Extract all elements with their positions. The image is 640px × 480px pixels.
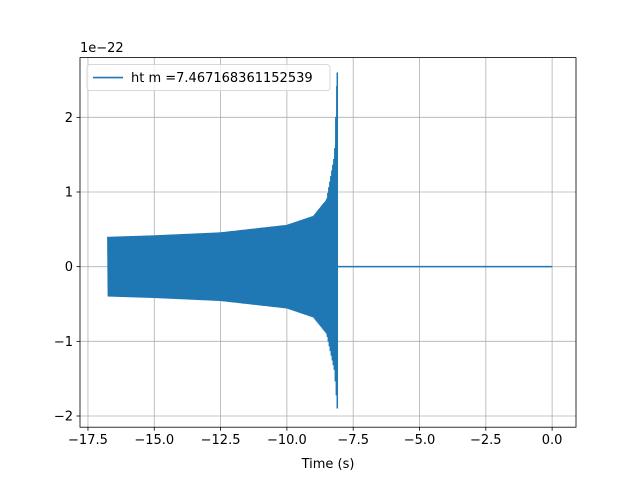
y-tick-label: −2 xyxy=(54,410,73,425)
y-axis-scale-label: 1e−22 xyxy=(80,41,124,56)
x-tick-label: −12.5 xyxy=(201,433,241,448)
x-tick-label: −5.0 xyxy=(404,433,436,448)
plot-area-frame xyxy=(79,57,577,428)
legend-box xyxy=(86,64,331,91)
series-line-ht xyxy=(107,72,553,409)
x-tick-label: −2.5 xyxy=(470,433,502,448)
y-axis: −2 −1 0 1 2 xyxy=(54,111,80,425)
x-tick-label: −17.5 xyxy=(68,433,108,448)
y-tick-label: −1 xyxy=(54,335,73,350)
y-tick-label: 2 xyxy=(65,111,73,126)
x-axis-label: Time (s) xyxy=(301,457,355,472)
legend: ht m =7.467168361152539 xyxy=(86,64,331,91)
legend-label: ht m =7.467168361152539 xyxy=(131,71,313,86)
series-layer xyxy=(107,72,553,409)
y-tick-label: 1 xyxy=(65,186,73,201)
x-axis: −17.5 −15.0 −12.5 −10.0 −7.5 −5.0 −2.5 0.0 xyxy=(68,427,562,448)
x-tick-label: 0.0 xyxy=(542,433,563,448)
x-tick-label: −7.5 xyxy=(337,433,369,448)
y-tick-label: 0 xyxy=(65,260,73,275)
x-tick-label: −15.0 xyxy=(134,433,174,448)
x-tick-label: −10.0 xyxy=(267,433,307,448)
